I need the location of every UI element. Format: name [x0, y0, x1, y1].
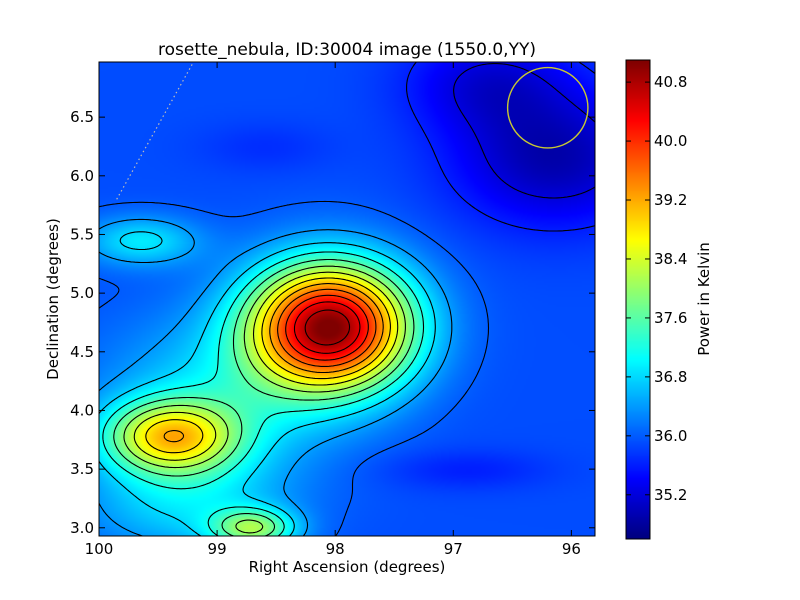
y-tick-label: 4.5	[70, 343, 94, 361]
contour-level	[145, 277, 391, 454]
y-axis: 3.0 3.5 4.0 4.5 5.0 5.5 6.0 6.5	[70, 108, 595, 537]
chart-title: rosette_nebula, ID:30004 image (1550.0,Y…	[158, 40, 536, 60]
colorbar: 35.2 36.0 36.8 37.6 38.4 39.2 40.0 40.8 Power i…	[625, 59, 713, 540]
colorbar-gradient	[626, 60, 650, 539]
plot-frame	[98, 61, 596, 537]
x-tick-label: 98	[326, 540, 345, 558]
contour-level	[123, 265, 406, 534]
contour-level	[99, 231, 436, 536]
colorbar-tick-label: 39.2	[654, 191, 687, 209]
y-tick-label: 6.0	[70, 167, 94, 185]
x-axis: 100 99 98 97 96	[85, 62, 581, 558]
contour-level	[102, 251, 425, 536]
contour-lines	[99, 62, 595, 536]
contour-level	[304, 309, 351, 346]
x-axis-label: Right Ascension (degrees)	[249, 558, 446, 576]
y-tick-label: 5.0	[70, 284, 94, 302]
y-tick-label: 5.5	[70, 225, 94, 243]
contour-level	[99, 200, 490, 536]
contour-level	[285, 294, 369, 361]
colorbar-label: Power in Kelvin	[695, 242, 713, 356]
contour-level	[406, 62, 595, 232]
beam-marker-circle	[506, 66, 589, 149]
y-axis-label: Declination (degrees)	[44, 218, 62, 380]
y-tick-label: 3.5	[70, 460, 94, 478]
colorbar-frame	[625, 59, 651, 540]
colorbar-tick-label: 38.4	[654, 250, 687, 268]
y-tick-label: 4.0	[70, 401, 94, 419]
colorbar-tick-label: 35.2	[654, 486, 687, 504]
colorbar-tick-label: 40.8	[654, 73, 687, 91]
plot-area	[98, 61, 596, 537]
y-tick-label: 3.0	[70, 519, 94, 537]
x-tick-label: 96	[562, 540, 581, 558]
colorbar-tick-label: 36.0	[654, 427, 687, 445]
x-tick-label: 100	[85, 540, 114, 558]
dotted-track-line	[116, 62, 194, 200]
x-tick-label: 97	[444, 540, 463, 558]
colorbar-ticks: 35.2 36.0 36.8 37.6 38.4 39.2 40.0 40.8	[626, 73, 687, 504]
contour-level	[113, 258, 415, 536]
contour-level	[453, 63, 595, 199]
contour-level	[133, 271, 399, 461]
colorbar-tick-label: 37.6	[654, 309, 687, 327]
colorbar-tick-label: 36.8	[654, 368, 687, 386]
contour-level	[277, 288, 377, 367]
colorbar-tick-label: 40.0	[654, 132, 687, 150]
x-tick-label: 99	[208, 540, 227, 558]
y-tick-label: 6.5	[70, 108, 94, 126]
contour-level	[99, 218, 453, 536]
contour-level	[163, 283, 384, 443]
contour-level	[293, 301, 361, 354]
